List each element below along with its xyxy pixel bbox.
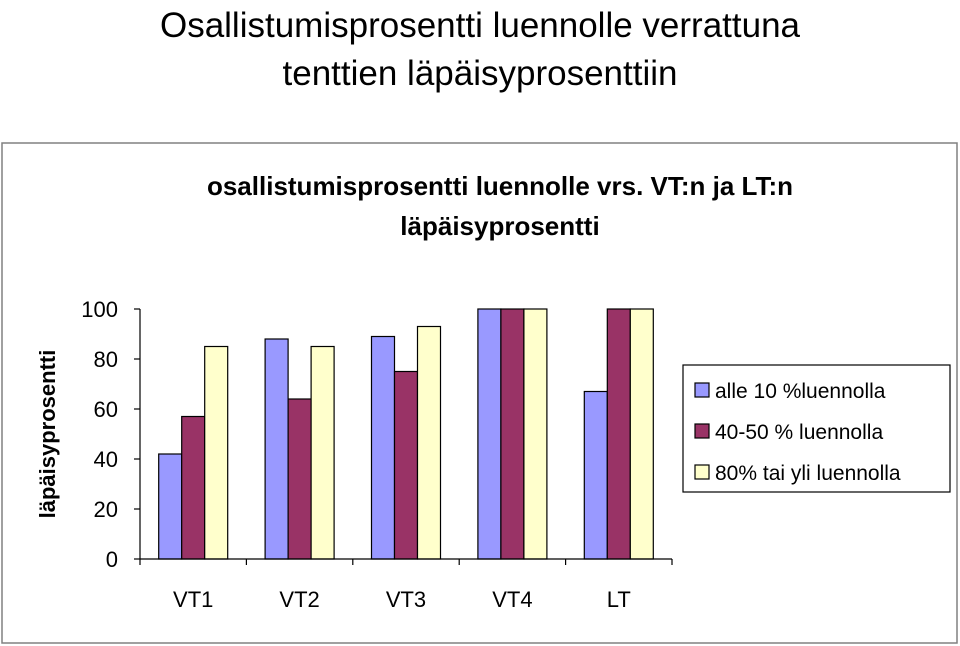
page-title-line-1: Osallistumisprosentti luennolle verrattu… <box>159 6 801 45</box>
x-tick-label: VT1 <box>173 587 213 612</box>
y-tick-label: 100 <box>81 297 118 322</box>
bar <box>583 390 608 560</box>
bar <box>287 398 312 560</box>
y-tick-label: 20 <box>94 497 118 522</box>
bar <box>393 370 419 560</box>
bar <box>370 335 396 560</box>
chart-title-line-2: läpäisyprosentti <box>400 211 599 241</box>
bar <box>416 325 442 560</box>
bar <box>500 308 525 560</box>
page-title: Osallistumisprosentti luennolle verrattu… <box>0 0 960 98</box>
x-tick-label: VT3 <box>386 587 426 612</box>
legend-label: 80% tai yli luennolla <box>715 462 901 485</box>
bar <box>158 453 183 560</box>
legend-swatch <box>694 464 710 480</box>
bar <box>477 308 502 560</box>
bar <box>606 308 631 560</box>
y-tick-label: 0 <box>106 547 118 572</box>
chart-title-line-1: osallistumisprosentti luennolle vrs. VT:… <box>207 171 793 201</box>
x-tick-label: VT2 <box>279 587 319 612</box>
bar <box>204 345 229 560</box>
legend-swatch <box>694 382 710 398</box>
page-title-line-2: tenttien läpäisyprosenttiin <box>282 54 678 93</box>
bar <box>629 308 654 560</box>
y-tick-label: 80 <box>94 347 118 372</box>
legend-label: 40-50 % luennolla <box>715 421 883 444</box>
bar <box>310 345 335 560</box>
x-axis: VT1 VT2 VT3 VT4 LT <box>139 558 673 612</box>
legend-box <box>682 364 951 493</box>
y-tick-label: 60 <box>94 397 118 422</box>
legend-label: alle 10 %luennolla <box>715 380 886 403</box>
x-tick-label: LT <box>607 587 631 612</box>
plot-area <box>158 308 654 560</box>
y-axis-label: läpäisyprosentti <box>35 350 60 519</box>
legend-swatch <box>694 423 710 439</box>
bar <box>264 338 289 560</box>
legend: alle 10 %luennolla 40-50 % luennolla 80% t… <box>682 364 951 493</box>
bar <box>523 308 548 560</box>
x-tick-label: VT4 <box>492 587 532 612</box>
bar <box>181 415 206 560</box>
y-axis: 0 20 40 60 80 100 <box>81 297 141 572</box>
y-tick-label: 40 <box>94 447 118 472</box>
